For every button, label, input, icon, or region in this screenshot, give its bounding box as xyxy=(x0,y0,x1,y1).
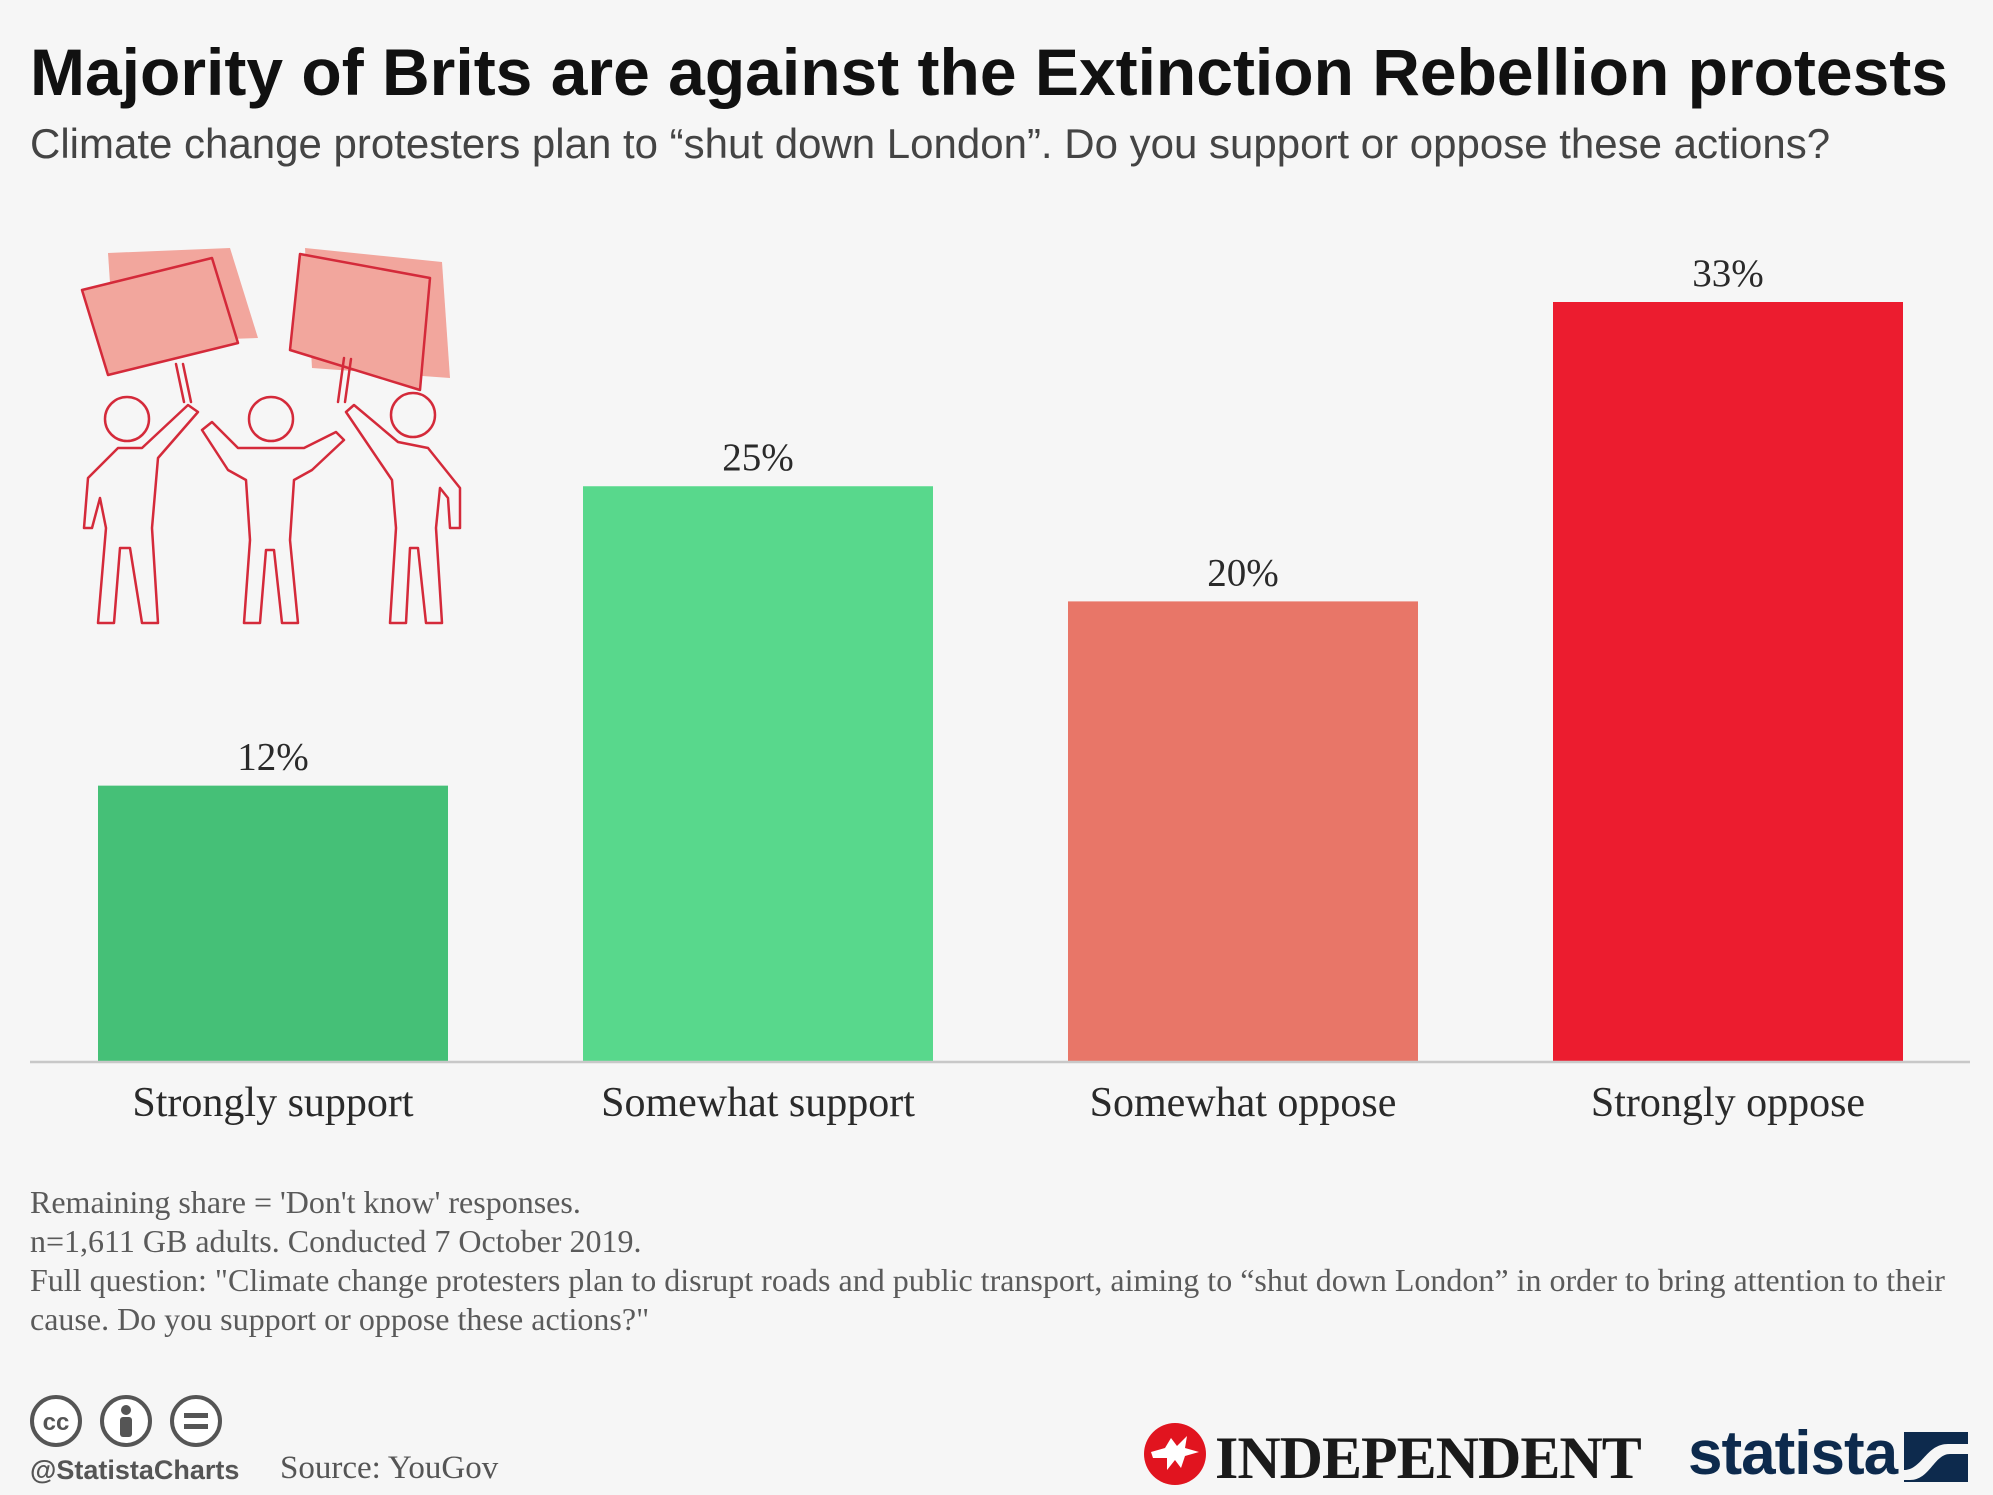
category-label-strongly-support: Strongly support xyxy=(132,1080,414,1126)
chart-title: Majority of Brits are against the Extinc… xyxy=(30,35,1948,109)
source-label: Source: YouGov xyxy=(280,1450,499,1486)
value-label-somewhat-oppose: 20% xyxy=(1207,551,1279,594)
bar-chart: 12% 25% 20% 33% Strongly support Somewhat su… xyxy=(30,248,1970,1126)
value-label-strongly-support: 12% xyxy=(237,736,309,779)
chart-subtitle: Climate change protesters plan to “shut … xyxy=(30,120,1831,167)
bar-strongly-oppose xyxy=(1553,302,1903,1062)
note-sample: n=1,611 GB adults. Conducted 7 October 2… xyxy=(30,1223,642,1259)
category-label-somewhat-support: Somewhat support xyxy=(601,1080,915,1126)
category-label-somewhat-oppose: Somewhat oppose xyxy=(1090,1080,1397,1126)
category-label-strongly-oppose: Strongly oppose xyxy=(1591,1080,1865,1126)
statista-logo-text: statista xyxy=(1688,1419,1898,1488)
independent-logo-text: INDEPENDENT xyxy=(1215,1425,1642,1491)
bar-somewhat-support xyxy=(583,486,933,1062)
value-label-strongly-oppose: 33% xyxy=(1692,252,1764,295)
cc-icon: cc xyxy=(30,1395,82,1447)
value-labels-group: 12% 25% 20% 33% xyxy=(237,252,1764,779)
category-labels-group: Strongly support Somewhat support Somewhat… xyxy=(132,1080,1865,1126)
bar-somewhat-oppose xyxy=(1068,601,1418,1062)
statista-handle: @StatistaCharts xyxy=(30,1455,240,1485)
license-icons: cc xyxy=(30,1395,222,1447)
chart-notes: Remaining share = 'Don't know' responses… xyxy=(30,1183,1960,1339)
svg-text:cc: cc xyxy=(43,1409,70,1436)
bar-strongly-support xyxy=(98,785,448,1062)
by-icon xyxy=(100,1395,152,1447)
note-dont-know: Remaining share = 'Don't know' responses… xyxy=(30,1184,581,1220)
statista-logo xyxy=(1904,1432,1968,1482)
eagle-logo xyxy=(1144,1423,1206,1485)
note-full-question: Full question: "Climate change protester… xyxy=(30,1262,1945,1337)
protesters-illustration xyxy=(80,248,462,625)
bars-group xyxy=(98,302,1903,1062)
nd-icon xyxy=(170,1395,222,1447)
value-label-somewhat-support: 25% xyxy=(722,436,794,479)
